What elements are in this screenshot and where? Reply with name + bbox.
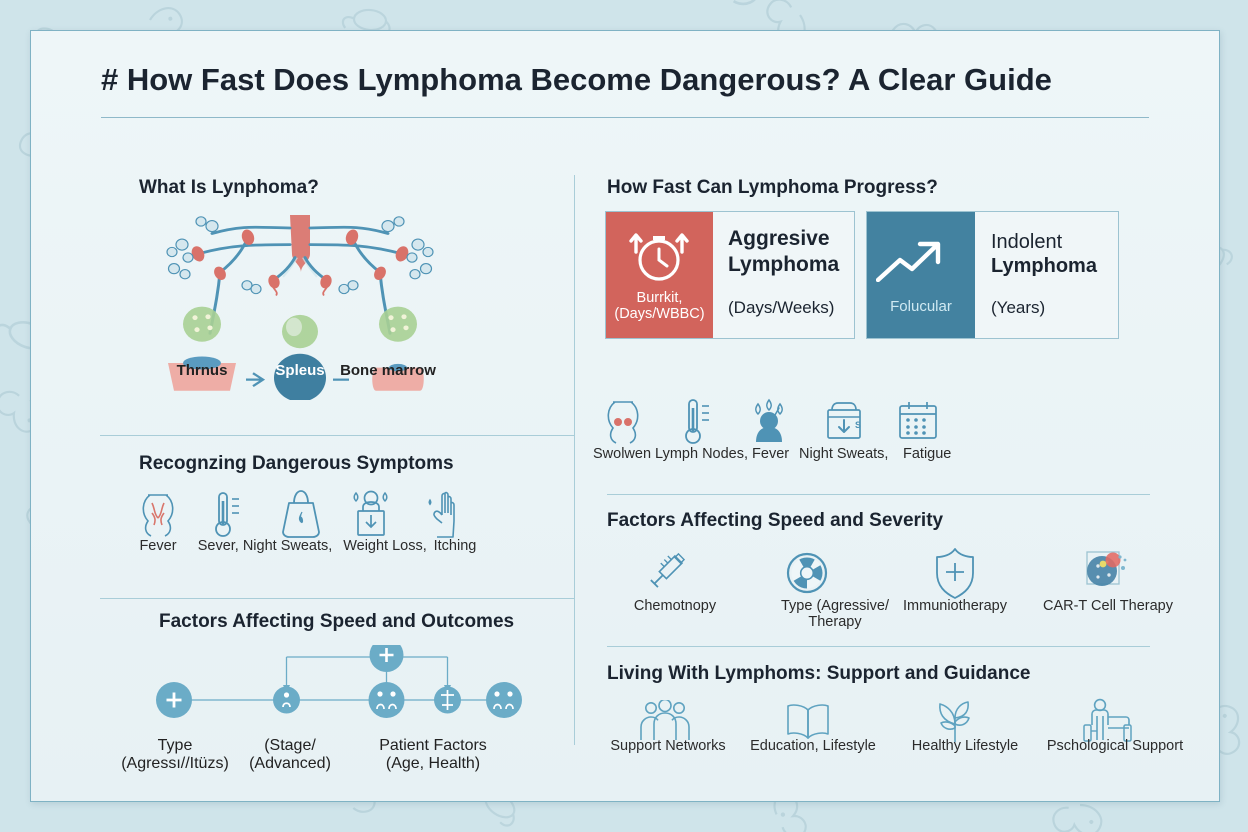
svg-text:S: S [855,420,861,430]
